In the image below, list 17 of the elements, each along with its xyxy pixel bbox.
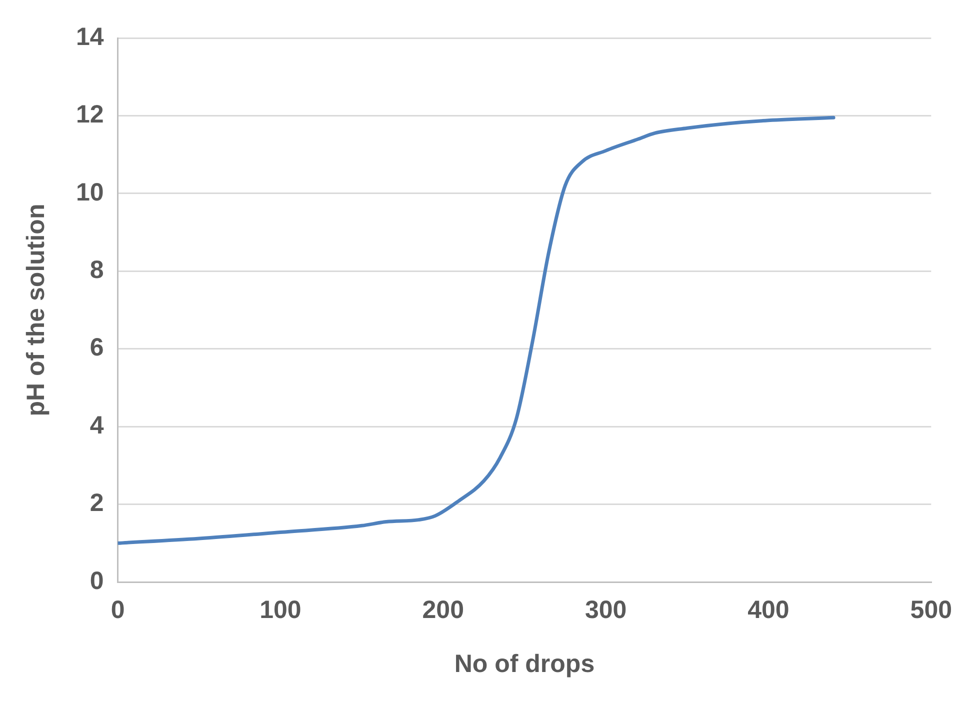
x-tick-label: 300 xyxy=(584,596,627,624)
x-tick-label: 200 xyxy=(422,596,464,624)
line-series xyxy=(118,116,836,545)
x-tick-label: 100 xyxy=(260,596,302,624)
x-tick-label: 0 xyxy=(110,596,125,624)
y-tick-label: 14 xyxy=(76,22,104,51)
y-tick-label: 4 xyxy=(90,411,104,440)
y-tick-label: 10 xyxy=(76,178,104,206)
y-tick-label: 0 xyxy=(90,566,104,595)
y-tick-label: 2 xyxy=(90,489,104,518)
y-axis-title: pH of the solution xyxy=(22,204,50,416)
x-tick-label: 500 xyxy=(910,596,952,624)
y-tick-label: 12 xyxy=(76,100,104,129)
x-axis-title: No of drops xyxy=(454,650,595,678)
y-tick-label: 6 xyxy=(90,334,104,362)
x-tick-label: 400 xyxy=(748,596,790,624)
y-tick-label: 8 xyxy=(90,256,104,284)
